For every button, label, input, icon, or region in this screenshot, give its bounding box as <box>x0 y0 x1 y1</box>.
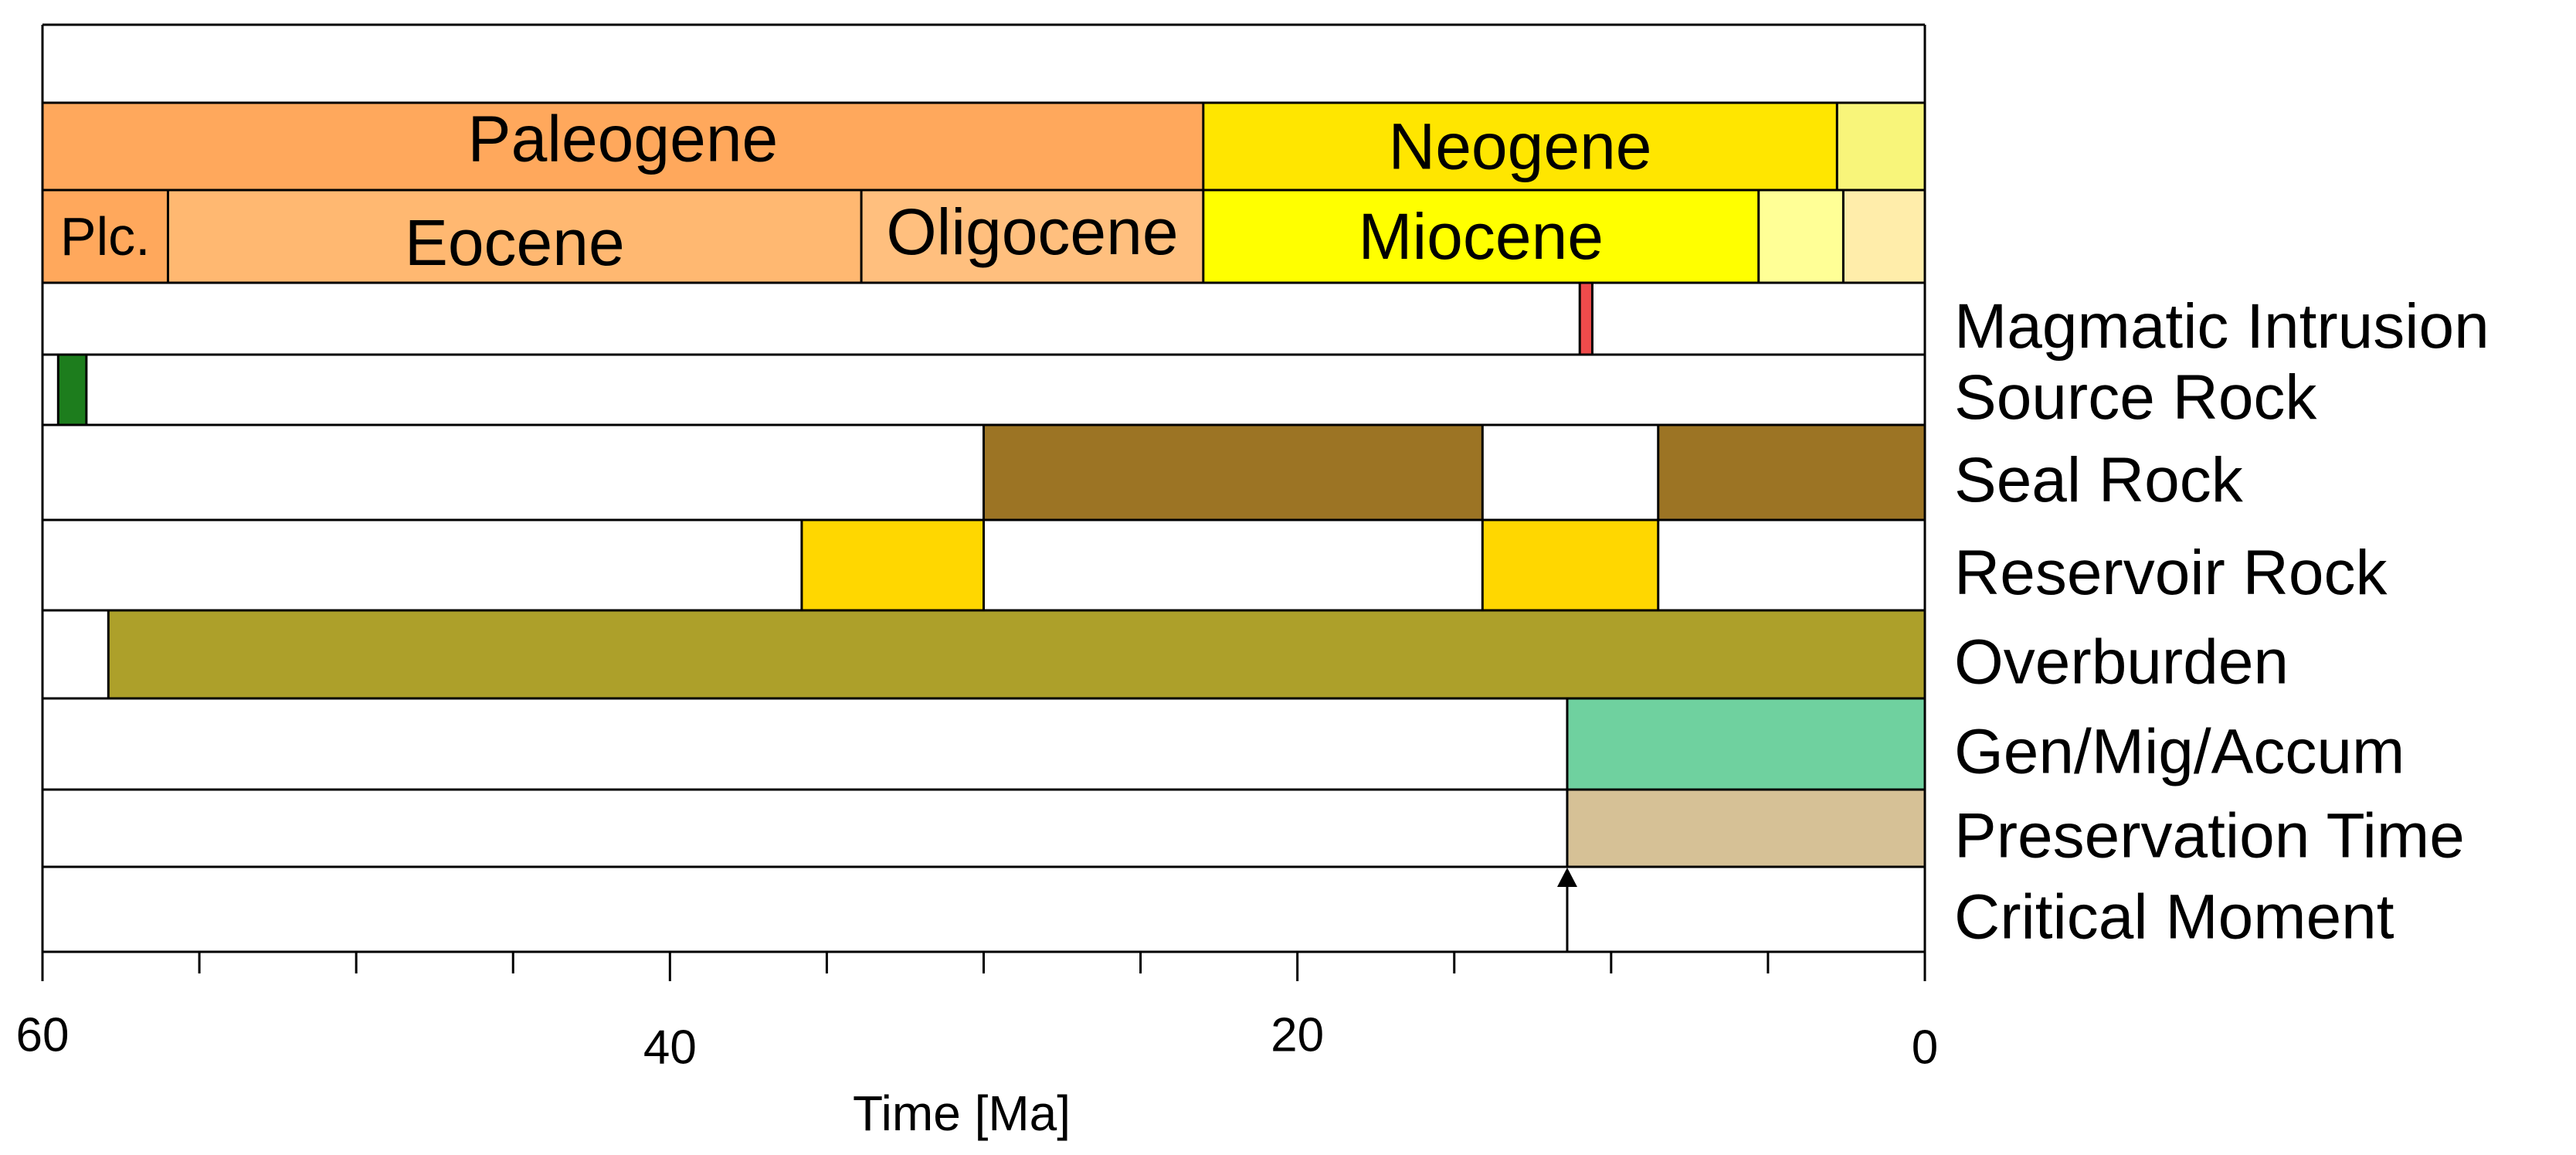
x-axis: 60 40 20 0 <box>16 952 1939 1075</box>
epoch-band <box>1759 190 1844 283</box>
row-label: Magmatic Intrusion <box>1954 291 2489 362</box>
process-bar <box>1567 790 1925 867</box>
process-bar <box>1580 283 1592 355</box>
x-axis-title: Time [Ma] <box>853 1085 1071 1141</box>
epoch-label: Miocene <box>1359 200 1604 273</box>
tick-label: 60 <box>16 1009 70 1062</box>
row-label: Overburden <box>1954 627 2289 698</box>
process-bar <box>1567 698 1925 790</box>
row-label: Critical Moment <box>1954 882 2394 953</box>
tick-label: 40 <box>643 1021 697 1075</box>
process-bar <box>58 355 87 425</box>
row-label: Gen/Mig/Accum <box>1954 717 2405 787</box>
row-label: Preservation Time <box>1954 801 2465 871</box>
process-bar <box>1482 520 1658 610</box>
period-label: Paleogene <box>468 103 779 175</box>
row-label: Reservoir Rock <box>1954 538 2388 608</box>
epoch-label: Oligocene <box>886 195 1178 268</box>
process-bar <box>984 425 1483 520</box>
tick-label: 0 <box>1912 1021 1938 1075</box>
tick-label: 20 <box>1271 1009 1324 1062</box>
process-bar <box>108 610 1925 698</box>
row-label: Seal Rock <box>1954 445 2244 515</box>
period-band <box>1837 103 1925 190</box>
row-label: Source Rock <box>1954 362 2317 433</box>
process-bar <box>1658 425 1925 520</box>
epoch-label: Plc. <box>60 206 151 267</box>
petroleum-system-chart: Paleogene Neogene Plc. Eocene Oligocene Mioce… <box>0 0 2576 1155</box>
process-bar <box>802 520 984 610</box>
epoch-label: Eocene <box>405 206 625 279</box>
epoch-band <box>1843 190 1925 283</box>
period-label: Neogene <box>1389 110 1652 183</box>
